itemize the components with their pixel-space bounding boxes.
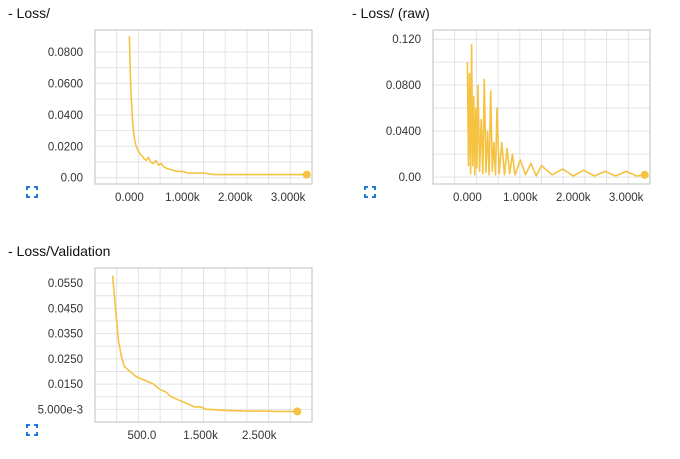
y-tick-label: 0.0800 (48, 47, 83, 59)
y-tick-label: 0.00 (61, 173, 83, 185)
y-tick-label: 0.0150 (48, 379, 83, 391)
series-line (128, 36, 307, 176)
expand-corners-icon[interactable] (26, 186, 38, 198)
x-tick-label: 1.000k (503, 192, 538, 204)
y-tick-label: 0.0200 (48, 141, 83, 153)
x-tick-label: 3.000k (271, 192, 306, 204)
chart-title-loss: - Loss/ (8, 5, 51, 21)
chart-0: 0.00 0.0200 0.0400 0.0600 0.0800 0.000 1.000k 2… (48, 29, 313, 204)
expand-corners-icon[interactable] (364, 186, 376, 198)
y-tick-label: 0.0800 (386, 80, 421, 92)
x-tick-label: 3.000k (609, 192, 644, 204)
series-endpoint-marker (293, 407, 302, 416)
chart-title-loss-validation: - Loss/Validation (8, 243, 111, 259)
x-tick-label: 1.500k (183, 430, 218, 442)
series-endpoint-marker (302, 170, 311, 179)
y-tick-label: 0.0400 (386, 126, 421, 138)
chart-1: 0.00 0.0400 0.0800 0.120 0.000 1.000k 2.000k 3.… (386, 29, 651, 204)
y-tick-label: 5.000e-3 (38, 404, 83, 416)
x-tick-label: 500.0 (128, 430, 157, 442)
y-tick-label: 0.0250 (48, 354, 83, 366)
x-tick-label: 0.000 (115, 192, 144, 204)
series-line (466, 44, 645, 177)
y-tick-label: 0.120 (392, 34, 421, 46)
x-tick-label: 2.500k (242, 430, 277, 442)
y-tick-label: 0.00 (399, 172, 421, 184)
x-tick-label: 2.000k (556, 192, 591, 204)
plot-frame (94, 267, 313, 423)
x-tick-label: 1.000k (165, 192, 200, 204)
y-tick-label: 0.0450 (48, 303, 83, 315)
y-tick-label: 0.0350 (48, 329, 83, 341)
plot-frame (94, 29, 313, 185)
x-tick-label: 0.000 (453, 192, 482, 204)
x-tick-label: 2.000k (218, 192, 253, 204)
series-line (111, 275, 298, 413)
y-tick-label: 0.0400 (48, 110, 83, 122)
series-endpoint-marker (640, 170, 649, 179)
plot-frame (432, 29, 651, 185)
expand-corners-icon[interactable] (26, 424, 38, 436)
y-tick-label: 0.0600 (48, 78, 83, 90)
chart-title-loss-raw: - Loss/ (raw) (352, 5, 430, 21)
chart-2: 5.000e-3 0.0150 0.0250 0.0350 0.0450 0.0550 50… (38, 267, 313, 442)
y-tick-label: 0.0550 (48, 278, 83, 290)
